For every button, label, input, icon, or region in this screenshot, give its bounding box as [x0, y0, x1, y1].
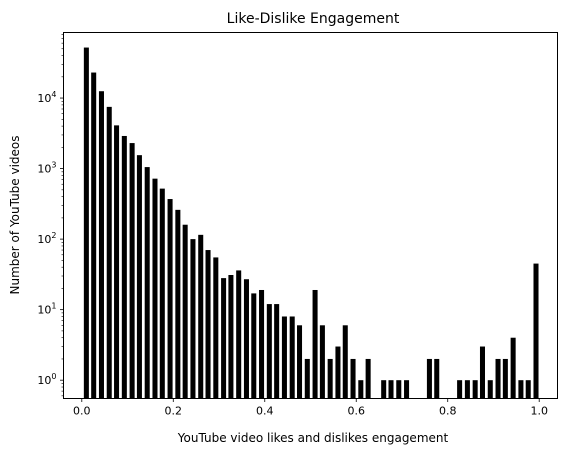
y-tick-label: 104 [37, 90, 56, 105]
bar [175, 209, 181, 399]
y-axis-ticks: 100 101 102 103 104 [37, 34, 64, 397]
x-tick-label: 0.8 [439, 405, 457, 418]
bar [502, 358, 508, 399]
bar [350, 358, 356, 399]
x-tick-label: 0.0 [73, 405, 91, 418]
bar [121, 135, 127, 399]
bar [289, 316, 295, 399]
x-axis-label: YouTube video likes and dislikes engagem… [177, 431, 449, 445]
bar [129, 143, 135, 399]
bar [205, 250, 211, 399]
bar [365, 358, 371, 399]
bar [236, 270, 242, 399]
bar [342, 325, 348, 399]
bar [533, 263, 539, 399]
bar [381, 380, 387, 399]
bar [457, 380, 463, 399]
bar [396, 380, 402, 399]
y-tick-label: 101 [37, 302, 56, 317]
bar [213, 257, 219, 399]
plot-frame [63, 32, 558, 399]
bar [479, 346, 485, 399]
bar [159, 188, 165, 399]
x-tick-label: 0.4 [256, 405, 274, 418]
bar [259, 289, 265, 399]
bar [144, 167, 150, 399]
bar [281, 316, 287, 399]
bar [114, 125, 120, 399]
bar [319, 325, 325, 399]
bar [472, 380, 478, 399]
y-tick-label: 102 [37, 231, 56, 246]
bar [495, 358, 501, 399]
bar [83, 47, 89, 399]
bar [434, 358, 440, 399]
x-axis-ticks: 0.0 0.2 0.4 0.6 0.8 1.0 [73, 398, 548, 418]
bar [518, 380, 524, 399]
bar [266, 304, 272, 399]
bar [198, 234, 204, 399]
x-tick-label: 0.6 [347, 405, 365, 418]
x-tick-label: 1.0 [530, 405, 548, 418]
bar [136, 155, 142, 399]
bar [335, 346, 341, 399]
bar [91, 72, 97, 399]
bar [167, 199, 173, 399]
bar [525, 380, 531, 399]
bar [487, 380, 493, 399]
bar [426, 358, 432, 399]
bar [182, 224, 188, 399]
bar [510, 337, 516, 399]
bar [327, 358, 333, 399]
bar [190, 239, 196, 399]
bar [304, 358, 310, 399]
bar [274, 304, 280, 399]
y-tick-label: 103 [37, 161, 56, 176]
bar [464, 380, 470, 399]
bar [297, 325, 303, 399]
bar [312, 289, 318, 399]
bar [221, 278, 227, 399]
bar [243, 279, 249, 399]
bar [388, 380, 394, 399]
bar [251, 293, 257, 399]
bar [358, 380, 364, 399]
bar [404, 380, 410, 399]
bar [152, 178, 158, 399]
bars [83, 47, 539, 399]
y-tick-label: 100 [37, 372, 56, 387]
chart-title: Like-Dislike Engagement [227, 11, 400, 27]
y-axis-label: Number of YouTube videos [8, 135, 22, 294]
bar [106, 106, 112, 399]
bar [228, 275, 234, 399]
bar [98, 91, 104, 399]
x-tick-label: 0.2 [165, 405, 183, 418]
